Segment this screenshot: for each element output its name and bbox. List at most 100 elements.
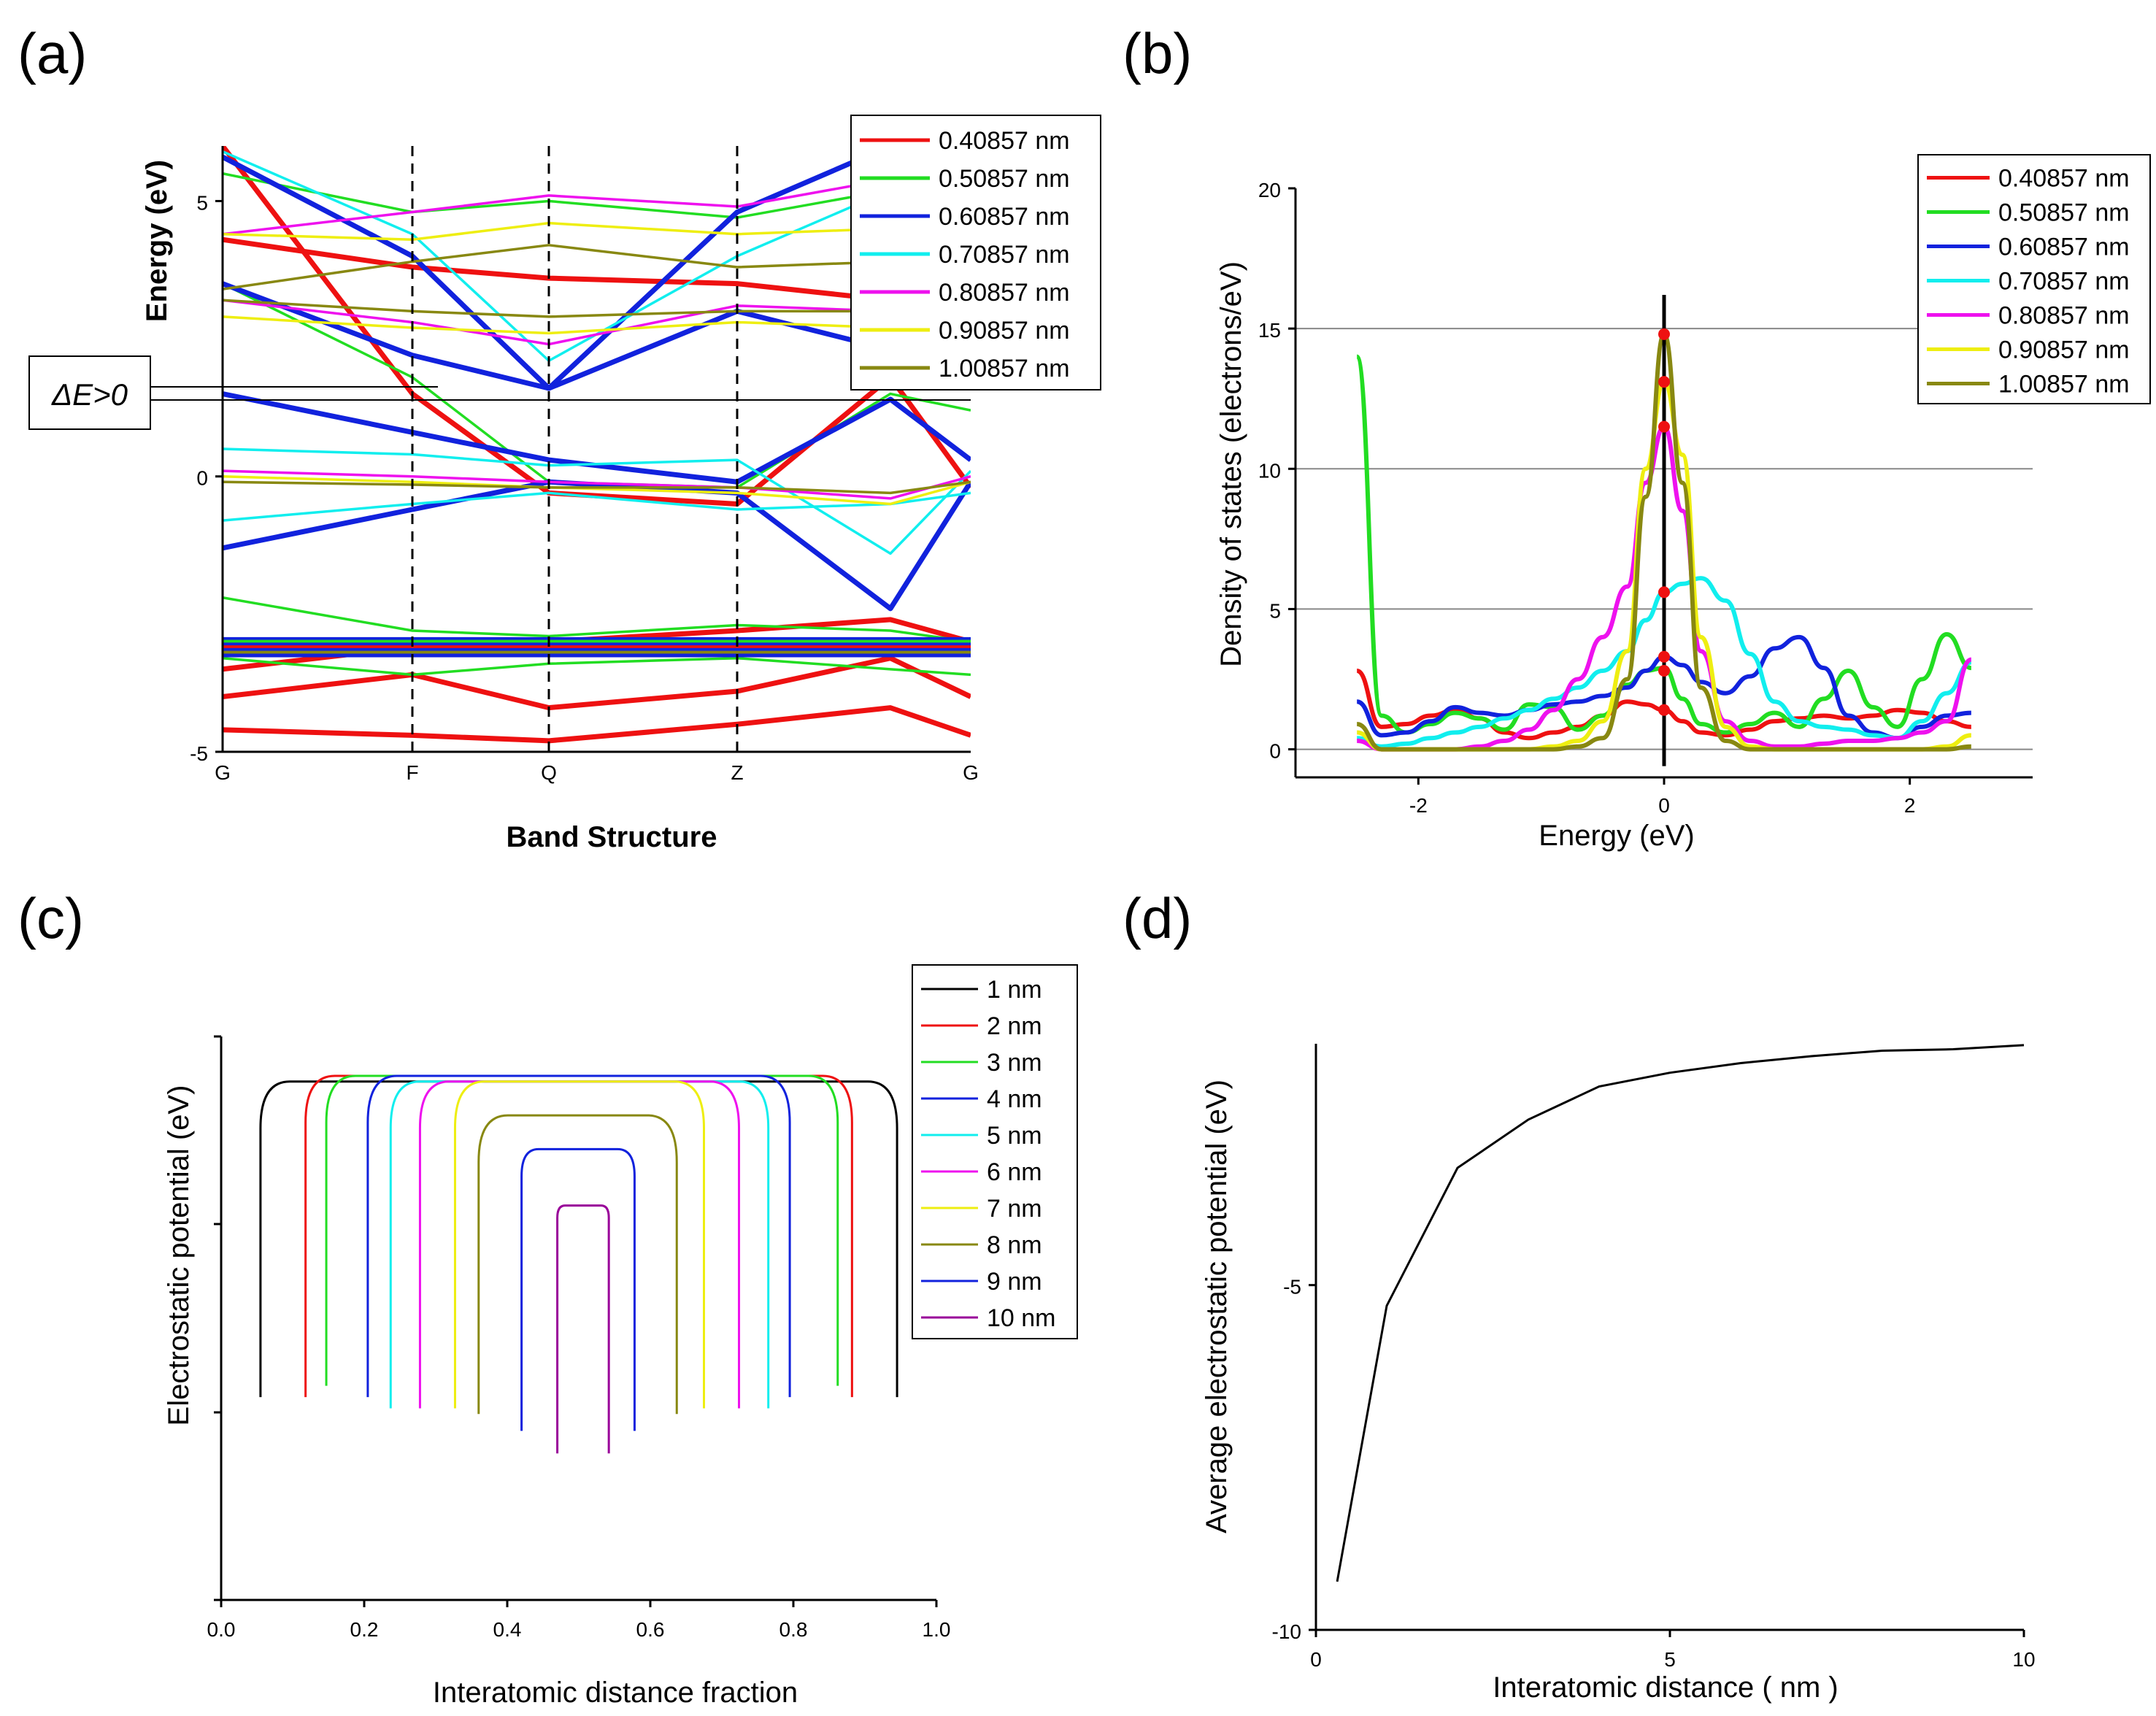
panel-a-band-structure: (a) -5 0 5 G F Q Z G Band Structure Energy (eV)… <box>18 21 1101 853</box>
legend-box <box>912 964 1078 1339</box>
dos-curve <box>1355 354 1972 735</box>
panel-c-electrostatic-potential: (c) 0.0 0.2 0.4 0.6 0.8 1.0 Interatomic dista… <box>18 886 1078 1709</box>
legend-label: 0.60857 nm <box>1998 234 2130 261</box>
panel-b-density-of-states: (b) 0 5 10 15 20 -2 0 2 Energy (eV) Density of … <box>1123 21 2151 852</box>
x-tick-label: 0.4 <box>493 1618 522 1641</box>
band-line <box>223 474 971 506</box>
y-tick-label: 5 <box>1269 599 1281 622</box>
x-tick-label: 0.0 <box>207 1618 236 1641</box>
panel-a-xlabel: Band Structure <box>507 821 717 853</box>
k-point-label: Z <box>731 761 743 784</box>
panel-c-axes: 0.0 0.2 0.4 0.6 0.8 1.0 <box>207 1035 951 1641</box>
x-tick-label: 0.6 <box>636 1618 665 1641</box>
band-line <box>223 391 971 485</box>
legend-label: 0.90857 nm <box>939 317 1070 345</box>
band-line <box>223 447 971 555</box>
legend-label: 9 nm <box>987 1268 1042 1296</box>
legend-label: 2 nm <box>987 1012 1042 1040</box>
panel-b-label: (b) <box>1123 21 1192 85</box>
panel-d-average-potential: (d) -10 -5 0 5 10 Interatomic distance ( nm … <box>1123 886 2036 1704</box>
potential-curve <box>389 1080 770 1409</box>
panel-c-ylabel: Electrostatic potential (eV) <box>163 1085 195 1426</box>
band-line <box>223 656 971 677</box>
panel-b-xlabel: Energy (eV) <box>1539 820 1694 852</box>
potential-curve <box>520 1147 636 1431</box>
x-tick-label: 0.8 <box>779 1618 808 1641</box>
legend-label: 0.90857 nm <box>1998 336 2130 364</box>
k-point-label: G <box>215 761 231 784</box>
legend-label: 0.40857 nm <box>1998 165 2130 193</box>
potential-curve <box>366 1074 791 1398</box>
dos-curve <box>1356 576 1972 749</box>
k-point-label: F <box>406 761 418 784</box>
potential-curve <box>556 1204 610 1454</box>
legend-label: 0.80857 nm <box>1998 302 2130 330</box>
fermi-marker <box>1658 586 1670 599</box>
band-line <box>223 480 971 495</box>
panel-d-label: (d) <box>1123 886 1192 950</box>
legend-label: 0.60857 nm <box>939 203 1070 231</box>
legend-label: 1.00857 nm <box>1998 371 2130 399</box>
potential-curve <box>477 1114 678 1415</box>
panel-c-label: (c) <box>18 886 84 950</box>
panel-d-plot-area <box>1336 1044 2025 1582</box>
k-point-label: G <box>963 761 979 784</box>
legend-label: 7 nm <box>987 1195 1042 1223</box>
legend-label: 1.00857 nm <box>939 355 1070 382</box>
y-tick-label: -5 <box>190 742 208 765</box>
band-line <box>223 596 971 643</box>
y-tick-label: 10 <box>1258 459 1281 482</box>
panel-b-ylabel: Density of states (electrons/eV) <box>1215 261 1247 667</box>
panel-a-axes: -5 0 5 G F Q Z G <box>190 146 979 784</box>
y-tick-label: 0 <box>1269 740 1281 763</box>
x-tick-label: 0 <box>1310 1648 1322 1671</box>
legend-label: 0.50857 nm <box>1998 199 2130 227</box>
band-lines <box>223 146 971 744</box>
legend-label: 0.50857 nm <box>939 165 1070 193</box>
x-tick-label: 0.2 <box>350 1618 379 1641</box>
legend-label: 5 nm <box>987 1122 1042 1150</box>
legend-label: 10 nm <box>987 1304 1056 1332</box>
x-tick-label: 5 <box>1664 1648 1676 1671</box>
x-tick-label: 10 <box>2012 1648 2035 1671</box>
y-tick-label: 0 <box>196 467 208 490</box>
y-tick-label: 15 <box>1258 319 1281 342</box>
x-tick-label: 1.0 <box>923 1618 951 1641</box>
band-line <box>223 705 971 744</box>
k-point-label: Q <box>541 761 557 784</box>
potential-curve <box>304 1074 853 1398</box>
potential-curve <box>418 1080 741 1409</box>
fermi-marker <box>1658 650 1670 663</box>
fermi-marker <box>1658 420 1670 433</box>
panel-a-plot-area <box>150 146 971 752</box>
legend-label: 3 nm <box>987 1049 1042 1077</box>
fermi-marker <box>1658 376 1670 388</box>
panel-a-ylabel: Energy (eV) <box>141 160 173 322</box>
potential-curve <box>259 1080 898 1398</box>
delta-e-annotation: ΔE>0 <box>28 355 151 430</box>
panel-c-xlabel: Interatomic distance fraction <box>433 1677 798 1709</box>
panel-d-axes: -10 -5 0 5 10 <box>1272 1044 2036 1671</box>
panel-d-xlabel: Interatomic distance ( nm ) <box>1493 1671 1839 1704</box>
fermi-marker <box>1658 704 1670 716</box>
band-line <box>223 491 971 522</box>
legend-label: 8 nm <box>987 1231 1042 1259</box>
panel-d-ylabel: Average electrostatic potential (eV) <box>1201 1080 1233 1534</box>
potential-curve <box>325 1074 839 1386</box>
legend-label: 0.40857 nm <box>939 127 1070 155</box>
band-line <box>223 469 971 500</box>
potential-curve <box>453 1080 705 1409</box>
y-tick-label: -10 <box>1272 1620 1301 1643</box>
panel-a-label: (a) <box>18 21 87 85</box>
x-tick-label: 0 <box>1658 794 1670 817</box>
panel-b-plot-area <box>1295 295 2033 766</box>
y-tick-label: -5 <box>1283 1276 1301 1298</box>
panel-c-plot-area <box>259 1074 898 1454</box>
y-tick-label: 20 <box>1258 179 1281 201</box>
panel-c-legend: 1 nm 2 nm 3 nm 4 nm 5 nm 6 nm 7 nm 8 nm 9 nm 10 n… <box>912 964 1078 1339</box>
legend-label: 4 nm <box>987 1085 1042 1113</box>
panel-b-legend: 0.40857 nm 0.50857 nm 0.60857 nm 0.70857 nm… <box>1917 154 2151 404</box>
delta-e-annotation-text: ΔE>0 <box>51 377 128 412</box>
fermi-marker <box>1658 328 1670 340</box>
